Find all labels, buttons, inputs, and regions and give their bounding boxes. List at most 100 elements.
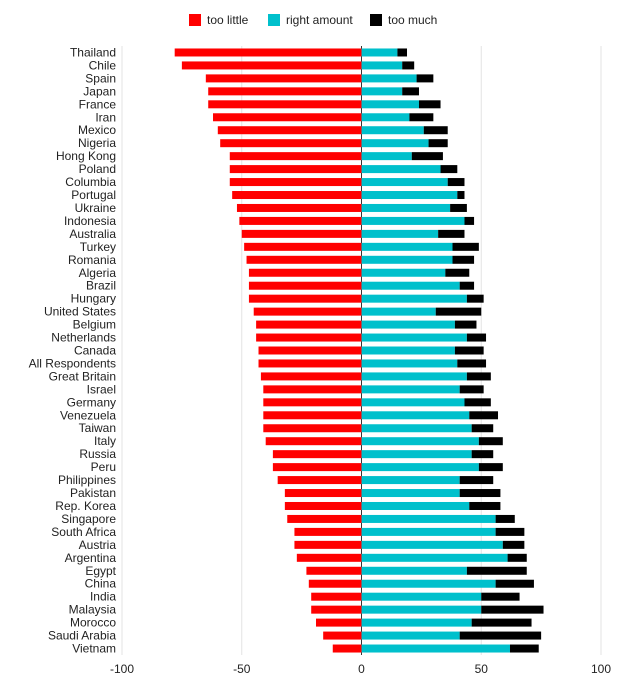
bar-right-amount — [361, 333, 467, 342]
bar-right-amount — [361, 385, 460, 394]
bar-too-little — [277, 476, 362, 485]
bar-too-much — [423, 126, 448, 135]
bar-too-much — [478, 463, 503, 472]
category-label: Indonesia — [64, 214, 116, 228]
bar-right-amount — [361, 592, 482, 601]
bar-too-little — [258, 359, 362, 368]
bar-too-little — [244, 242, 362, 251]
category-label: Germany — [67, 395, 116, 409]
bar-too-little — [220, 139, 362, 148]
bar-too-little — [263, 385, 362, 394]
bar-too-much — [459, 476, 494, 485]
bar-too-little — [174, 48, 362, 57]
bar-too-little — [284, 501, 362, 510]
bar-right-amount — [361, 216, 465, 225]
bar-too-little — [311, 592, 362, 601]
bar-right-amount — [361, 644, 510, 653]
bar-right-amount — [361, 398, 465, 407]
category-label: Canada — [74, 344, 116, 358]
bar-too-much — [466, 294, 484, 303]
category-label: Rep. Korea — [55, 499, 116, 513]
category-label: Great Britain — [49, 369, 116, 383]
bar-too-much — [454, 346, 484, 355]
bar-too-much — [471, 424, 494, 433]
bar-too-little — [253, 307, 362, 316]
category-label: Peru — [91, 460, 116, 474]
category-label: Israel — [87, 382, 116, 396]
x-tick-label: -100 — [110, 662, 134, 676]
bar-right-amount — [361, 463, 479, 472]
bar-right-amount — [361, 527, 496, 536]
category-label: Turkey — [80, 240, 116, 254]
bar-too-little — [263, 424, 362, 433]
category-label: Columbia — [65, 175, 116, 189]
x-tick-labels: -100 -50 0 50 100 — [110, 662, 611, 676]
legend-swatch — [370, 14, 382, 26]
category-label: Argentina — [65, 551, 117, 565]
category-label: Iran — [95, 110, 116, 124]
bar-right-amount — [361, 553, 508, 562]
bar-too-little — [248, 294, 362, 303]
bar-right-amount — [361, 501, 470, 510]
bar-right-amount — [361, 372, 467, 381]
x-tick-label: -50 — [233, 662, 251, 676]
bar-too-much — [495, 527, 525, 536]
bar-too-much — [428, 139, 448, 148]
bar-too-little — [236, 203, 362, 212]
bar-right-amount — [361, 424, 472, 433]
bar-too-much — [457, 191, 465, 200]
bar-too-much — [502, 540, 525, 549]
bar-right-amount — [361, 540, 503, 549]
bar-too-much — [409, 113, 434, 122]
bar-too-little — [332, 644, 362, 653]
bar-too-little — [265, 437, 362, 446]
bar-too-little — [287, 514, 362, 523]
bar-too-much — [464, 398, 491, 407]
bar-right-amount — [361, 281, 460, 290]
legend-swatch — [189, 14, 201, 26]
bar-too-much — [481, 592, 520, 601]
bar-right-amount — [361, 178, 448, 187]
category-label: Italy — [94, 434, 116, 448]
bar-too-little — [308, 579, 362, 588]
bar-too-much — [495, 579, 534, 588]
category-label: Egypt — [85, 564, 116, 578]
category-label: Malaysia — [69, 603, 117, 617]
bar-too-little — [205, 74, 362, 83]
bar-too-much — [466, 333, 487, 342]
bar-too-little — [229, 165, 362, 174]
bar-right-amount — [361, 203, 451, 212]
x-tick-label: 100 — [591, 662, 611, 676]
bar-too-little — [263, 398, 362, 407]
bar-right-amount — [361, 113, 410, 122]
bar-right-amount — [361, 48, 398, 57]
category-label: Poland — [79, 162, 116, 176]
bar-too-much — [440, 165, 458, 174]
bar-too-much — [445, 268, 470, 277]
category-label: Portugal — [71, 188, 116, 202]
bar-too-much — [438, 229, 465, 238]
category-label: Chile — [89, 58, 117, 72]
bar-too-much — [459, 281, 475, 290]
bar-too-much — [397, 48, 408, 57]
bar-too-little — [239, 216, 362, 225]
bar-too-much — [495, 514, 515, 523]
bar-right-amount — [361, 229, 439, 238]
bar-too-little — [256, 333, 362, 342]
x-tick-label: 50 — [475, 662, 489, 676]
bar-too-much — [450, 203, 467, 212]
bar-too-little — [232, 191, 362, 200]
bar-right-amount — [361, 346, 455, 355]
bar-right-amount — [361, 61, 403, 70]
category-label: Japan — [83, 84, 116, 98]
bar-too-much — [509, 644, 539, 653]
bar-right-amount — [361, 514, 496, 523]
category-label: China — [85, 577, 117, 591]
bar-too-little — [260, 372, 362, 381]
bar-too-much — [459, 631, 542, 640]
bar-too-little — [246, 255, 362, 264]
bar-right-amount — [361, 489, 460, 498]
category-label: Morocco — [70, 616, 116, 630]
bar-too-little — [294, 540, 362, 549]
